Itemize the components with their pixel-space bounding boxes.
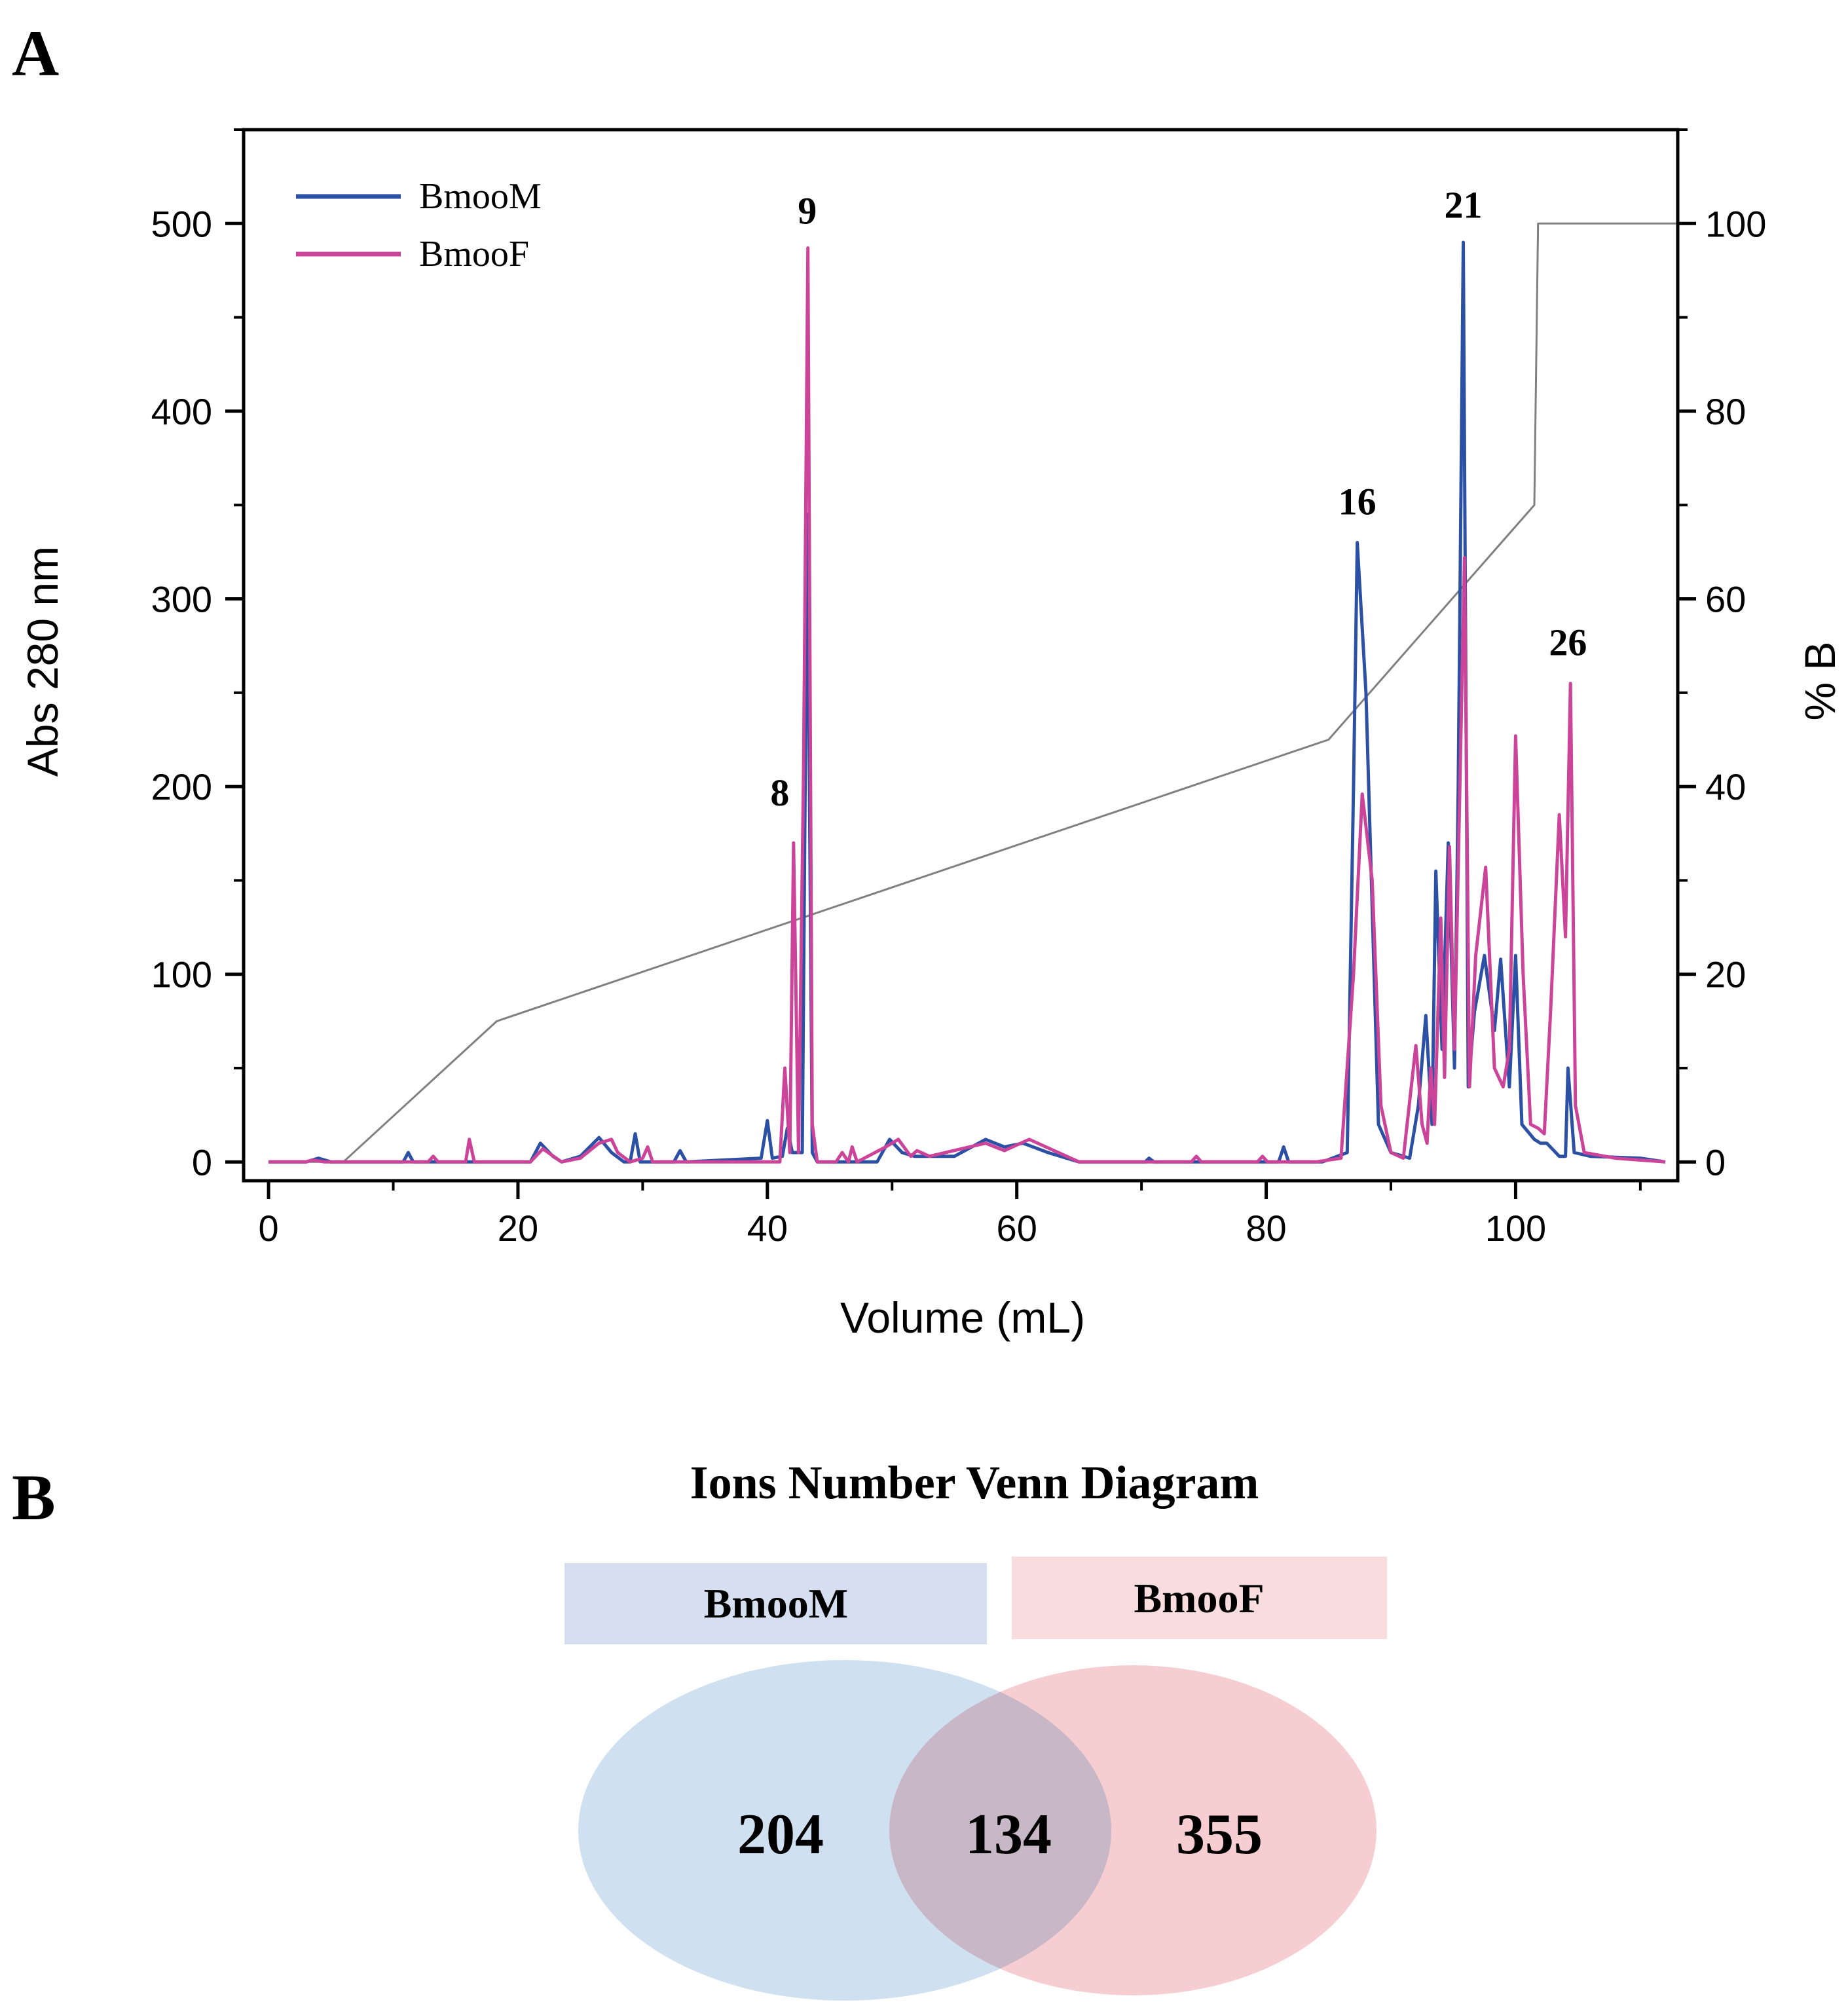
x-tick-label: 20	[498, 1208, 538, 1249]
x-tick-label: 40	[747, 1208, 788, 1249]
plot-frame	[242, 128, 1680, 1183]
x-tick-label: 0	[259, 1208, 279, 1249]
venn-diagram: Ions Number Venn Diagram BmooM BmooF 204…	[564, 1456, 1387, 2001]
peak-label-21: 21	[1444, 184, 1482, 227]
peak-label-26: 26	[1549, 621, 1587, 664]
peak-annotations: 8 9 16 21 26	[770, 184, 1587, 814]
chart-legend: BmooM BmooF	[296, 176, 542, 274]
peak-label-8: 8	[770, 771, 789, 814]
venn-count-intersection: 134	[965, 1803, 1052, 1866]
venn-set-label-bmoof: BmooF	[1134, 1575, 1264, 1621]
y2-tick-label: 20	[1705, 954, 1746, 995]
y-tick-label: 0	[192, 1141, 212, 1183]
venn-set-label-box-bmoom	[564, 1563, 987, 1644]
y2-tick-label: 40	[1705, 766, 1746, 807]
y-tick-label: 200	[151, 766, 212, 807]
chromatogram-traces	[268, 222, 1678, 1164]
y2-axis-title: % B	[1796, 641, 1844, 720]
y-tick-label: 500	[151, 203, 212, 244]
x-tick-label: 60	[997, 1208, 1037, 1249]
y-tick-label: 400	[151, 391, 212, 432]
legend-label-bmoof: BmooF	[419, 234, 529, 274]
x-tick-label: 80	[1246, 1208, 1286, 1249]
peak-label-16: 16	[1339, 481, 1377, 523]
chromatogram-axes: 0 20 40 60 80 100 0 100 200 300 400 500 0 20 40 60 80 100	[151, 128, 1766, 1249]
y2-tick-label: 80	[1705, 391, 1746, 432]
venn-count-bmoof-only: 355	[1176, 1803, 1263, 1866]
legend-label-bmoom: BmooM	[419, 176, 542, 217]
x-tick-label: 100	[1485, 1208, 1546, 1249]
y-axis-title: Abs 280 nm	[18, 546, 67, 777]
venn-set-label-box-bmoof	[1012, 1557, 1387, 1639]
venn-set-label-bmoom: BmooM	[704, 1580, 848, 1627]
y-tick-label: 300	[151, 579, 212, 620]
panel-a-label: A	[12, 17, 59, 90]
y-tick-label: 100	[151, 954, 212, 995]
venn-title: Ions Number Venn Diagram	[690, 1456, 1259, 1509]
peak-label-9: 9	[798, 189, 817, 232]
panel-b-label: B	[12, 1461, 56, 1534]
venn-count-bmoom-only: 204	[737, 1803, 824, 1866]
x-axis-title: Volume (mL)	[840, 1293, 1085, 1342]
y2-tick-label: 0	[1705, 1141, 1726, 1183]
chromatogram-chart: 0 20 40 60 80 100 0 100 200 300 400 500 0 20 40 60 80 100…	[18, 128, 1844, 1342]
y2-tick-label: 100	[1705, 203, 1766, 244]
series-line-bmoof	[268, 246, 1666, 1164]
y2-tick-label: 60	[1705, 579, 1746, 620]
venn-intersection-fill	[889, 1665, 1111, 1995]
